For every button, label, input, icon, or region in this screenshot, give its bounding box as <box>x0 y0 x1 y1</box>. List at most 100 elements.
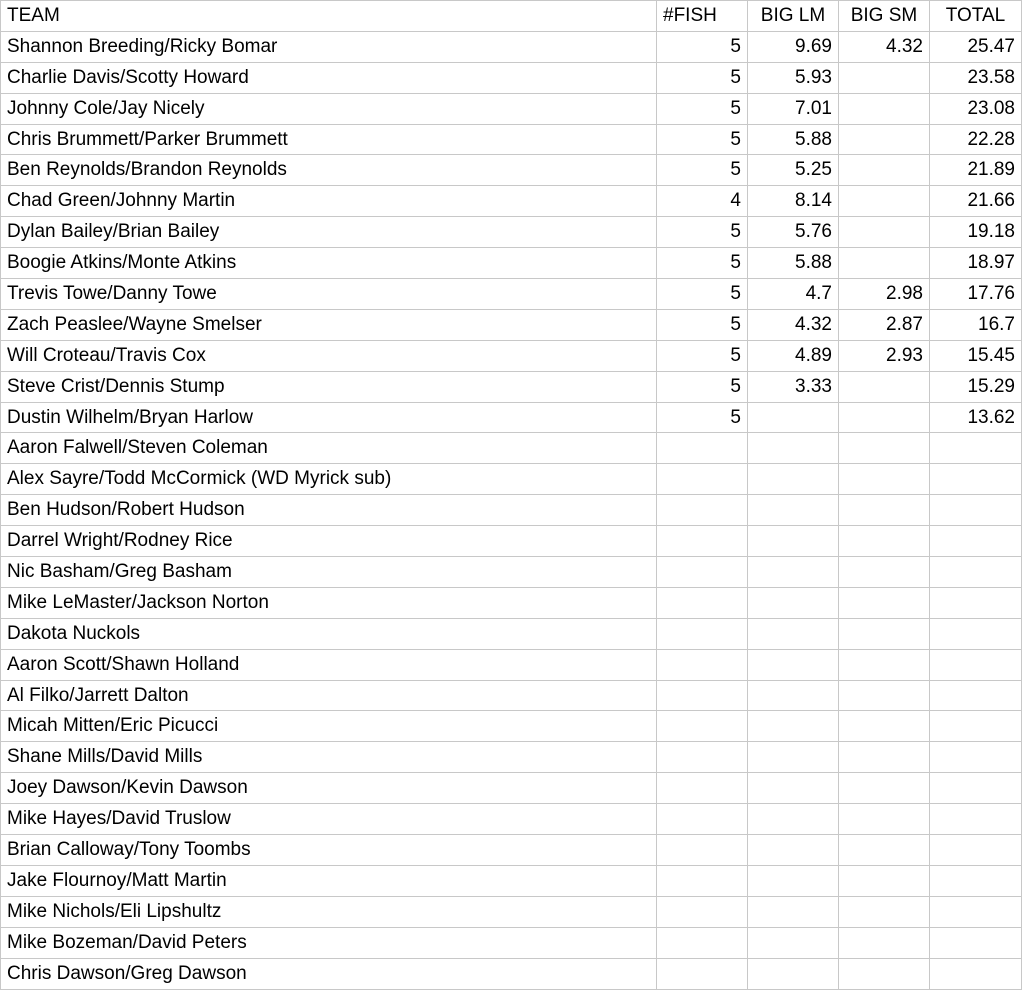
total-cell[interactable]: 25.47 <box>929 30 1022 63</box>
big-sm-cell[interactable] <box>838 710 930 743</box>
fish-cell[interactable] <box>656 617 748 650</box>
fish-cell[interactable] <box>656 926 748 959</box>
big-lm-cell[interactable] <box>747 864 839 897</box>
fish-cell[interactable] <box>656 895 748 928</box>
big-lm-cell[interactable] <box>747 926 839 959</box>
big-lm-cell[interactable] <box>747 525 839 558</box>
team-cell[interactable]: Will Croteau/Travis Cox <box>0 339 657 372</box>
big-sm-cell[interactable] <box>838 772 930 805</box>
total-cell[interactable]: 18.97 <box>929 247 1022 280</box>
fish-cell[interactable]: 5 <box>656 401 748 434</box>
big-lm-cell[interactable] <box>747 803 839 836</box>
team-cell[interactable]: Johnny Cole/Jay Nicely <box>0 92 657 125</box>
fish-cell[interactable]: 5 <box>656 92 748 125</box>
fish-cell[interactable] <box>656 586 748 619</box>
team-cell[interactable]: Nic Basham/Greg Basham <box>0 556 657 588</box>
total-cell[interactable] <box>929 617 1022 650</box>
fish-cell[interactable] <box>656 432 748 465</box>
team-cell[interactable]: Mike Bozeman/David Peters <box>0 926 657 959</box>
big-sm-cell[interactable] <box>838 463 930 496</box>
big-lm-cell[interactable] <box>747 957 839 990</box>
total-cell[interactable]: 16.7 <box>929 308 1022 341</box>
big-sm-cell[interactable] <box>838 370 930 403</box>
big-lm-cell[interactable]: 4.7 <box>747 278 839 310</box>
fish-cell[interactable] <box>656 525 748 558</box>
big-sm-cell[interactable] <box>838 741 930 774</box>
big-sm-cell[interactable] <box>838 185 930 218</box>
fish-cell[interactable] <box>656 556 748 588</box>
fish-cell[interactable] <box>656 494 748 527</box>
team-cell[interactable]: Charlie Davis/Scotty Howard <box>0 61 657 94</box>
team-cell[interactable]: Chad Green/Johnny Martin <box>0 185 657 218</box>
fish-cell[interactable]: 5 <box>656 154 748 187</box>
big-lm-cell[interactable]: 8.14 <box>747 185 839 218</box>
total-cell[interactable] <box>929 834 1022 866</box>
total-cell[interactable]: 21.89 <box>929 154 1022 187</box>
total-cell[interactable] <box>929 432 1022 465</box>
big-lm-cell[interactable]: 3.33 <box>747 370 839 403</box>
total-cell[interactable]: 23.58 <box>929 61 1022 94</box>
big-sm-cell[interactable] <box>838 216 930 249</box>
big-lm-cell[interactable] <box>747 741 839 774</box>
fish-cell[interactable] <box>656 463 748 496</box>
team-cell[interactable]: Steve Crist/Dennis Stump <box>0 370 657 403</box>
total-cell[interactable] <box>929 463 1022 496</box>
team-cell[interactable]: Trevis Towe/Danny Towe <box>0 278 657 310</box>
header-fish[interactable]: #FISH <box>656 0 748 32</box>
total-cell[interactable]: 22.28 <box>929 123 1022 156</box>
fish-cell[interactable]: 5 <box>656 247 748 280</box>
big-lm-cell[interactable] <box>747 432 839 465</box>
big-sm-cell[interactable] <box>838 401 930 434</box>
team-cell[interactable]: Boogie Atkins/Monte Atkins <box>0 247 657 280</box>
big-lm-cell[interactable] <box>747 494 839 527</box>
big-lm-cell[interactable] <box>747 772 839 805</box>
fish-cell[interactable]: 5 <box>656 123 748 156</box>
big-sm-cell[interactable] <box>838 154 930 187</box>
total-cell[interactable] <box>929 710 1022 743</box>
big-lm-cell[interactable]: 4.32 <box>747 308 839 341</box>
big-sm-cell[interactable] <box>838 494 930 527</box>
big-lm-cell[interactable] <box>747 556 839 588</box>
big-sm-cell[interactable] <box>838 679 930 712</box>
header-big-sm[interactable]: BIG SM <box>838 0 930 32</box>
fish-cell[interactable] <box>656 710 748 743</box>
fish-cell[interactable] <box>656 834 748 866</box>
team-cell[interactable]: Dylan Bailey/Brian Bailey <box>0 216 657 249</box>
big-sm-cell[interactable] <box>838 556 930 588</box>
big-lm-cell[interactable]: 5.88 <box>747 247 839 280</box>
total-cell[interactable] <box>929 556 1022 588</box>
team-cell[interactable]: Zach Peaslee/Wayne Smelser <box>0 308 657 341</box>
big-sm-cell[interactable] <box>838 617 930 650</box>
big-lm-cell[interactable]: 5.93 <box>747 61 839 94</box>
big-lm-cell[interactable]: 9.69 <box>747 30 839 63</box>
big-sm-cell[interactable] <box>838 864 930 897</box>
fish-cell[interactable] <box>656 741 748 774</box>
team-cell[interactable]: Aaron Scott/Shawn Holland <box>0 648 657 681</box>
total-cell[interactable]: 19.18 <box>929 216 1022 249</box>
team-cell[interactable]: Darrel Wright/Rodney Rice <box>0 525 657 558</box>
team-cell[interactable]: Al Filko/Jarrett Dalton <box>0 679 657 712</box>
team-cell[interactable]: Mike Hayes/David Truslow <box>0 803 657 836</box>
team-cell[interactable]: Micah Mitten/Eric Picucci <box>0 710 657 743</box>
big-sm-cell[interactable]: 2.93 <box>838 339 930 372</box>
team-cell[interactable]: Mike LeMaster/Jackson Norton <box>0 586 657 619</box>
big-lm-cell[interactable]: 4.89 <box>747 339 839 372</box>
total-cell[interactable] <box>929 864 1022 897</box>
big-lm-cell[interactable] <box>747 710 839 743</box>
total-cell[interactable] <box>929 803 1022 836</box>
total-cell[interactable]: 23.08 <box>929 92 1022 125</box>
big-sm-cell[interactable] <box>838 61 930 94</box>
total-cell[interactable] <box>929 926 1022 959</box>
team-cell[interactable]: Dakota Nuckols <box>0 617 657 650</box>
big-sm-cell[interactable] <box>838 648 930 681</box>
big-sm-cell[interactable]: 2.98 <box>838 278 930 310</box>
fish-cell[interactable]: 5 <box>656 278 748 310</box>
fish-cell[interactable]: 5 <box>656 308 748 341</box>
big-sm-cell[interactable] <box>838 586 930 619</box>
big-lm-cell[interactable] <box>747 401 839 434</box>
team-cell[interactable]: Shannon Breeding/Ricky Bomar <box>0 30 657 63</box>
fish-cell[interactable]: 5 <box>656 61 748 94</box>
team-cell[interactable]: Chris Brummett/Parker Brummett <box>0 123 657 156</box>
total-cell[interactable]: 21.66 <box>929 185 1022 218</box>
total-cell[interactable] <box>929 679 1022 712</box>
